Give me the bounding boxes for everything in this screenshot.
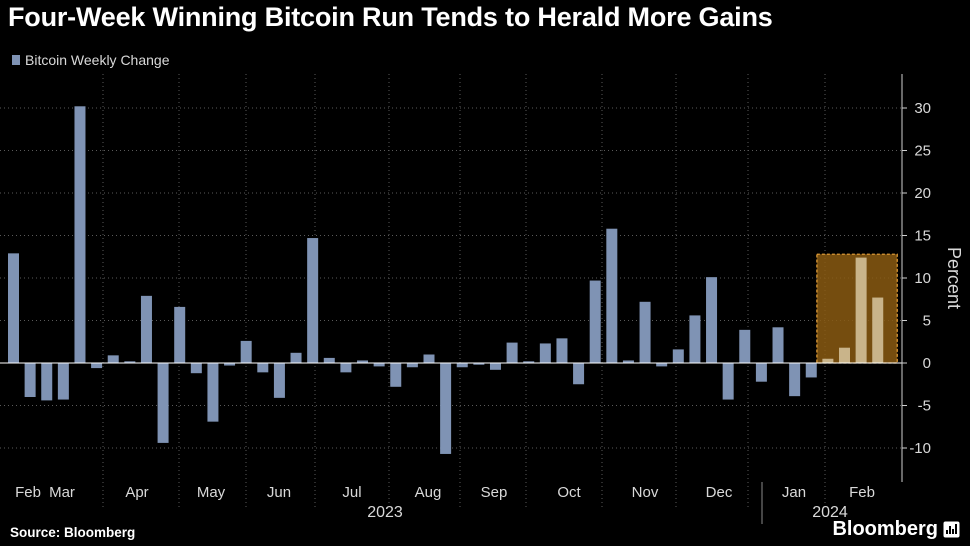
x-month-label: Feb <box>15 484 41 501</box>
bar <box>622 360 634 363</box>
bar <box>706 277 718 363</box>
bar <box>423 354 435 363</box>
bar <box>8 253 19 363</box>
x-month-label: Aug <box>415 484 442 501</box>
brand-name: Bloomberg <box>832 518 938 540</box>
y-tick-label: -10 <box>909 440 931 457</box>
x-month-label: Oct <box>557 484 581 501</box>
bar <box>523 361 535 363</box>
bar <box>190 363 202 374</box>
x-month-label: Sep <box>481 484 508 501</box>
bar <box>140 295 152 363</box>
bar <box>589 280 601 363</box>
bar <box>91 363 103 369</box>
chart-title: Four-Week Winning Bitcoin Run Tends to H… <box>8 2 773 32</box>
bar <box>41 363 53 401</box>
bar <box>373 363 385 367</box>
bar <box>24 363 36 397</box>
bar <box>872 297 884 363</box>
bar <box>722 363 734 400</box>
bar <box>805 363 817 378</box>
x-month-label: May <box>197 484 226 501</box>
bar <box>672 349 684 363</box>
x-month-label: Feb <box>849 484 875 501</box>
bar <box>207 363 219 422</box>
bar <box>307 238 319 363</box>
bar <box>57 363 69 400</box>
y-tick-label: 30 <box>914 100 931 117</box>
bar <box>174 306 186 363</box>
bar <box>290 352 302 363</box>
bar <box>822 358 834 363</box>
bar <box>323 357 335 363</box>
bar <box>489 363 501 370</box>
bar <box>539 343 551 363</box>
bar <box>440 363 452 454</box>
x-month-label: Jun <box>267 484 291 501</box>
y-tick-label: 15 <box>914 228 931 245</box>
brand-logo-icon <box>943 521 960 538</box>
bar <box>157 363 169 443</box>
bar <box>74 106 86 364</box>
bar <box>573 363 585 385</box>
source-note: Source: Bloomberg <box>10 525 136 540</box>
bar <box>257 363 269 373</box>
bar <box>240 340 252 363</box>
bloomberg-brand: Bloomberg <box>832 518 960 541</box>
bar <box>656 363 668 367</box>
bar <box>473 363 485 365</box>
bar <box>606 228 618 363</box>
bar <box>506 342 518 363</box>
y-tick-label: 25 <box>914 143 931 160</box>
bar <box>556 338 568 363</box>
y-tick-label: 5 <box>923 313 931 330</box>
x-year-label: 2023 <box>367 504 403 521</box>
bar <box>789 363 801 397</box>
bar <box>390 363 402 387</box>
bar <box>273 363 285 398</box>
x-month-label: Mar <box>49 484 75 501</box>
y-tick-label: 20 <box>914 185 931 202</box>
bar <box>755 363 767 382</box>
legend-label: Bitcoin Weekly Change <box>25 52 170 68</box>
y-axis-title: Percent <box>944 247 964 309</box>
bar <box>124 361 136 363</box>
bar <box>357 360 369 363</box>
bar <box>340 363 352 373</box>
y-tick-label: -5 <box>918 398 931 415</box>
bar <box>689 315 701 363</box>
y-tick-label: 10 <box>914 270 931 287</box>
x-month-label: Dec <box>706 484 733 501</box>
bar <box>639 301 651 363</box>
legend-swatch <box>12 55 20 65</box>
x-month-label: Jul <box>342 484 361 501</box>
bar <box>406 363 418 368</box>
bar <box>107 355 119 363</box>
bar <box>839 347 850 363</box>
x-year-label: 2024 <box>812 504 848 521</box>
bar <box>224 363 236 366</box>
bar <box>772 327 784 363</box>
bar <box>456 363 468 368</box>
x-month-label: Nov <box>632 484 659 501</box>
x-month-label: Apr <box>125 484 148 501</box>
chart-legend: Bitcoin Weekly Change <box>12 52 169 68</box>
x-month-label: Jan <box>782 484 806 501</box>
bar <box>739 329 751 363</box>
y-tick-label: 0 <box>923 355 931 372</box>
bar <box>855 257 867 363</box>
